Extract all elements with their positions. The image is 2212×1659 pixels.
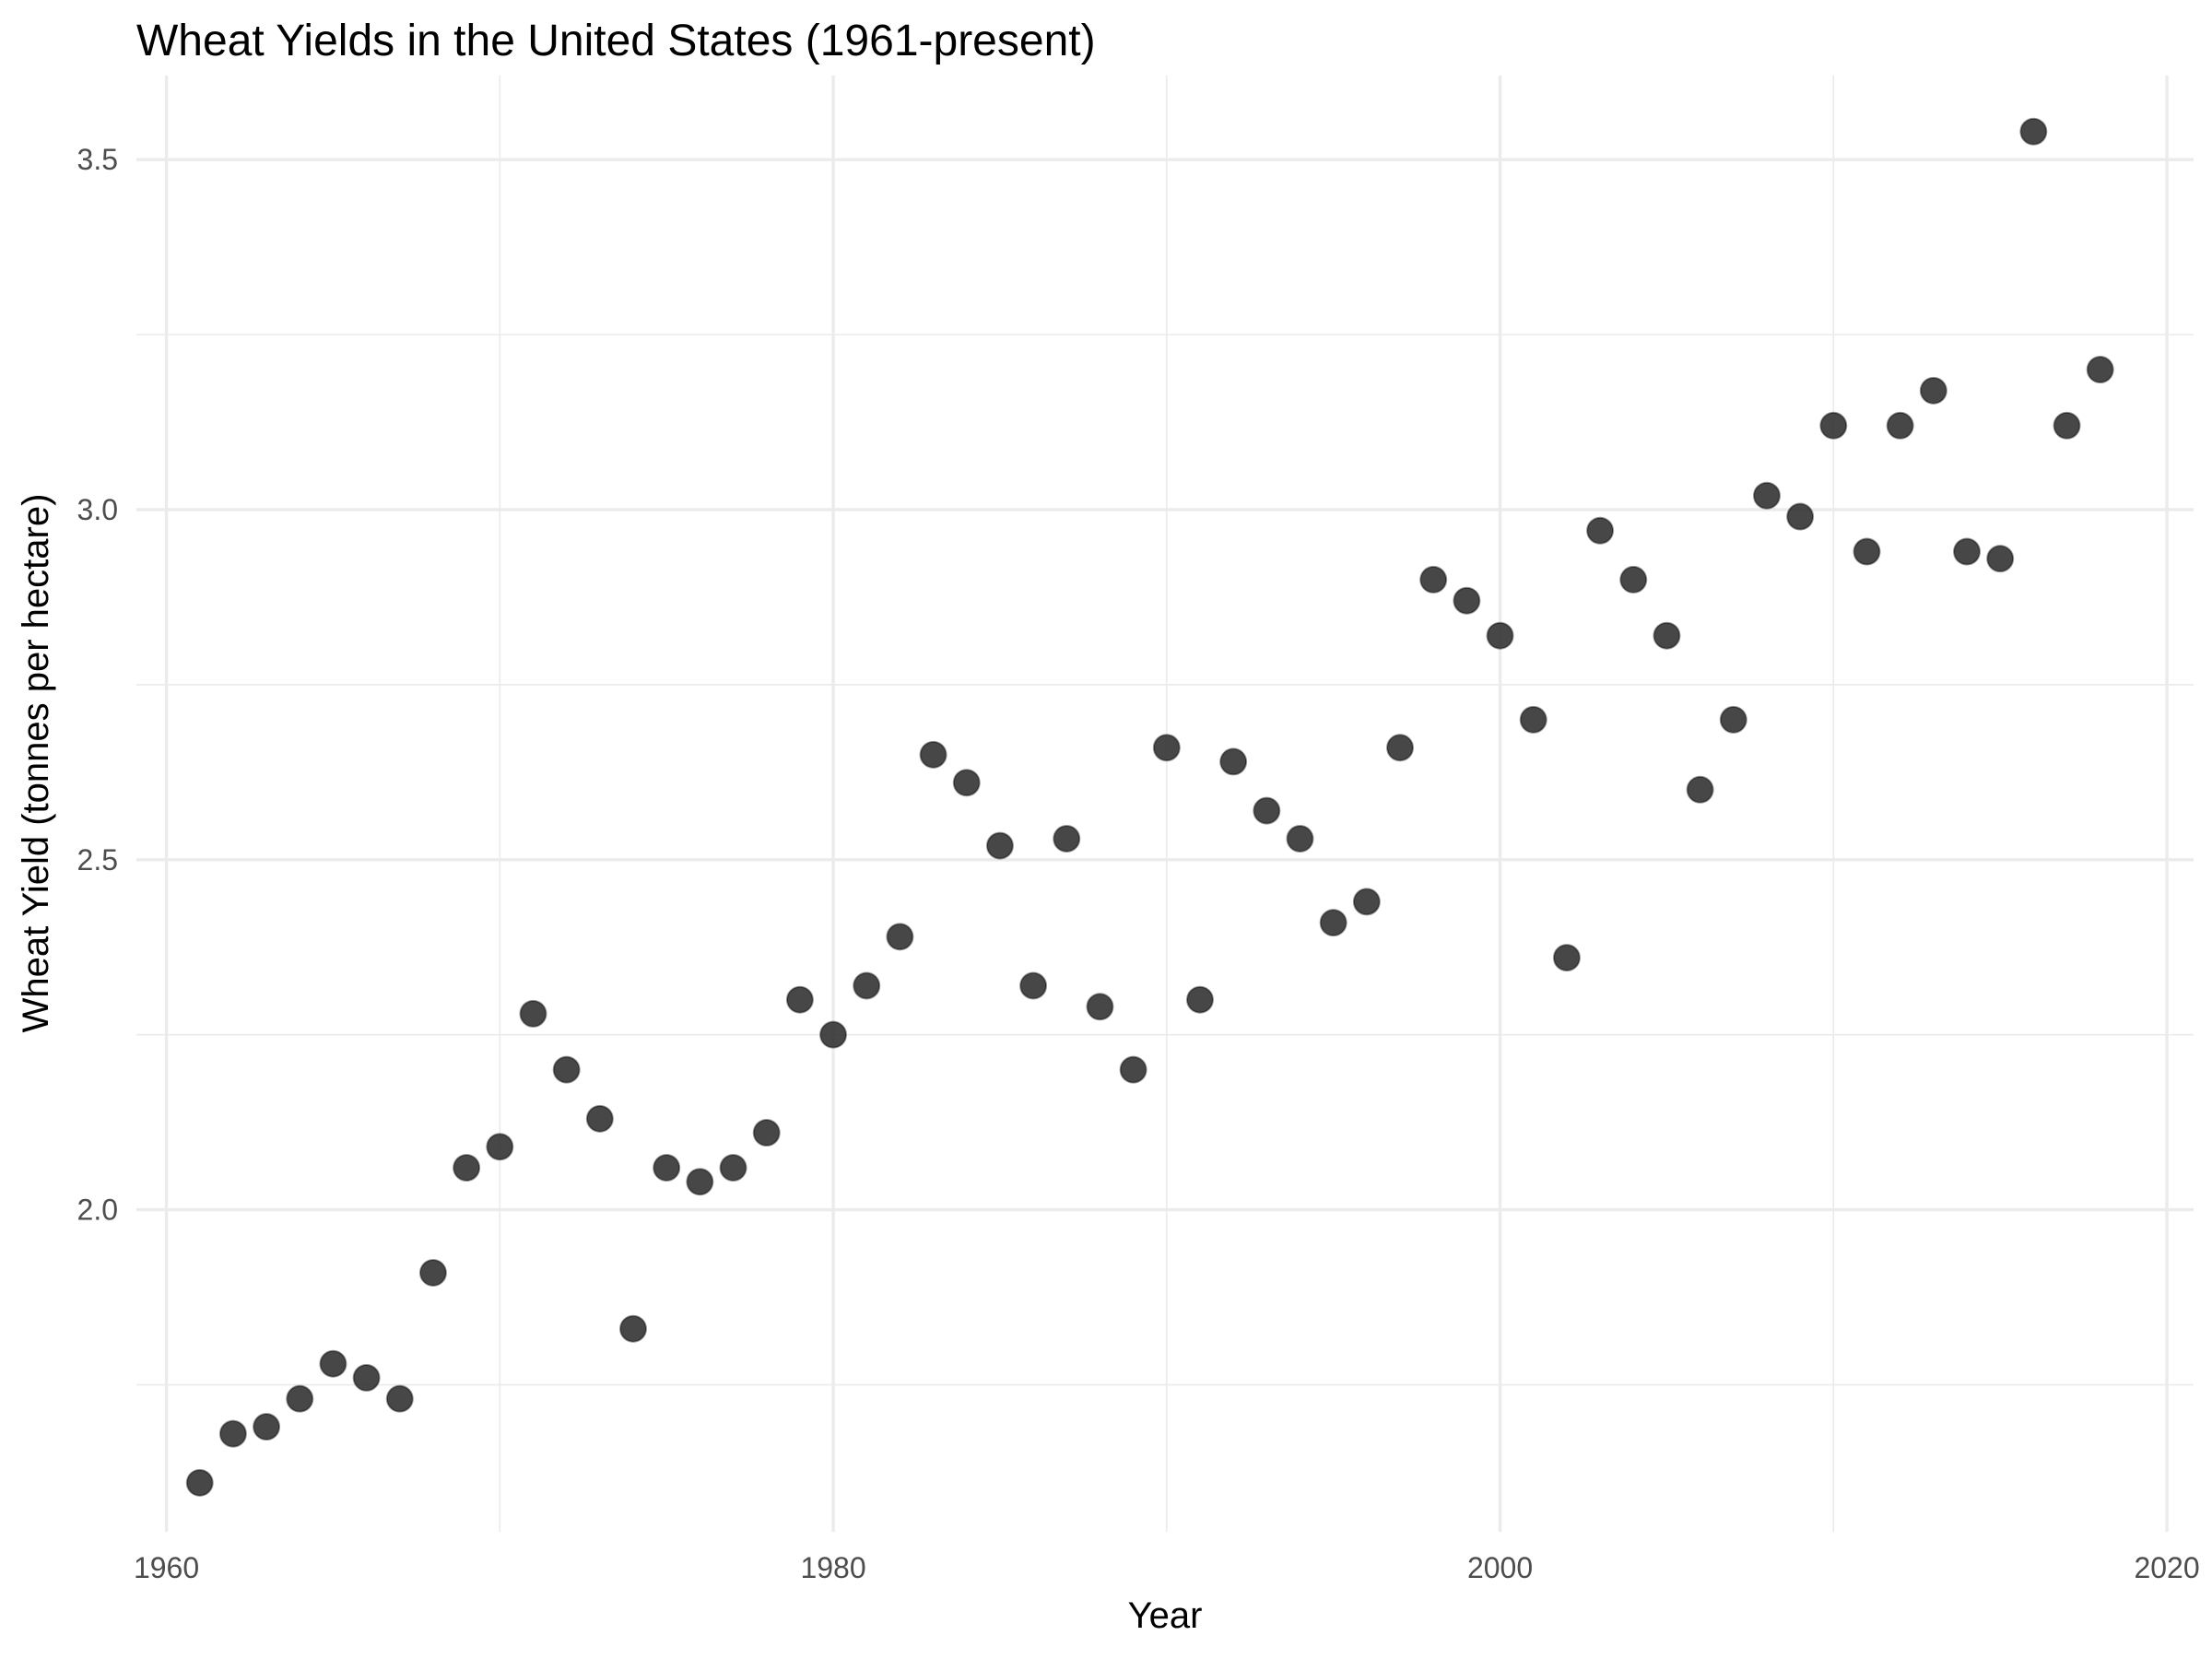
data-point [1286,824,1314,853]
data-point [453,1154,481,1182]
data-point [1919,376,1947,405]
data-point [585,1104,614,1133]
data-point [385,1384,414,1413]
data-point [1053,824,1081,853]
y-tick-label: 2.0 [77,1194,118,1227]
data-point [1853,537,1881,566]
x-tick-label: 2020 [2134,1551,2199,1584]
data-point [985,831,1014,860]
data-point [1619,565,1648,594]
data-point [785,985,814,1014]
data-point [1653,621,1681,650]
data-point [1686,775,1714,804]
data-point [1319,909,1347,937]
data-point [2086,356,2114,384]
data-point [319,1349,347,1378]
y-axis-tick-labels: 2.0 2.5 3.0 3.5 [77,143,118,1226]
x-axis-title: Year [1128,1595,1203,1636]
data-point [552,1055,581,1084]
y-tick-label: 2.5 [77,843,118,877]
data-point [1019,971,1048,1000]
data-point [919,740,947,769]
data-point [653,1154,681,1182]
y-tick-label: 3.5 [77,143,118,176]
data-point [286,1384,314,1413]
data-point [2019,117,2048,146]
y-axis-title: Wheat Yield (tonnes per hectare) [16,494,56,1033]
data-point [1453,586,1481,615]
data-point [1386,734,1415,762]
data-point [719,1154,747,1182]
data-point [418,1258,447,1287]
data-point [253,1413,281,1441]
data-point [1819,411,1848,440]
data-point [819,1020,848,1049]
data-point [952,769,981,797]
data-point [619,1314,648,1343]
data-point [1719,705,1747,734]
data-point [886,923,914,951]
data-point [218,1419,247,1448]
data-point [1786,502,1815,531]
data-point [1352,888,1381,916]
data-point [1419,565,1448,594]
x-axis-tick-labels: 1960 1980 2000 2020 [134,1551,2200,1584]
major-gridlines [136,76,2194,1532]
data-point [1953,537,1982,566]
data-point [752,1119,781,1147]
data-point [1752,481,1781,510]
data-points [185,117,2114,1497]
minor-gridlines [136,76,2194,1532]
data-point [1519,705,1547,734]
x-tick-label: 1980 [800,1551,865,1584]
chart-title: Wheat Yields in the United States (1961-… [136,17,1096,65]
data-point [1986,545,2015,573]
data-point [1185,985,1214,1014]
data-point [352,1363,381,1392]
data-point [1886,411,1914,440]
data-point [1152,734,1181,762]
x-tick-label: 1960 [134,1551,199,1584]
data-point [1586,516,1615,545]
data-point [686,1168,714,1196]
y-tick-label: 3.0 [77,493,118,526]
data-point [2053,411,2081,440]
data-point [1486,621,1514,650]
x-tick-label: 2000 [1467,1551,1533,1584]
data-point [1552,944,1581,972]
data-point [1119,1055,1147,1084]
data-point [853,971,881,1000]
data-point [519,999,547,1028]
data-point [1253,796,1281,825]
data-point [1086,993,1114,1021]
data-point [185,1468,214,1497]
data-point [1219,747,1248,776]
data-point [486,1133,514,1161]
